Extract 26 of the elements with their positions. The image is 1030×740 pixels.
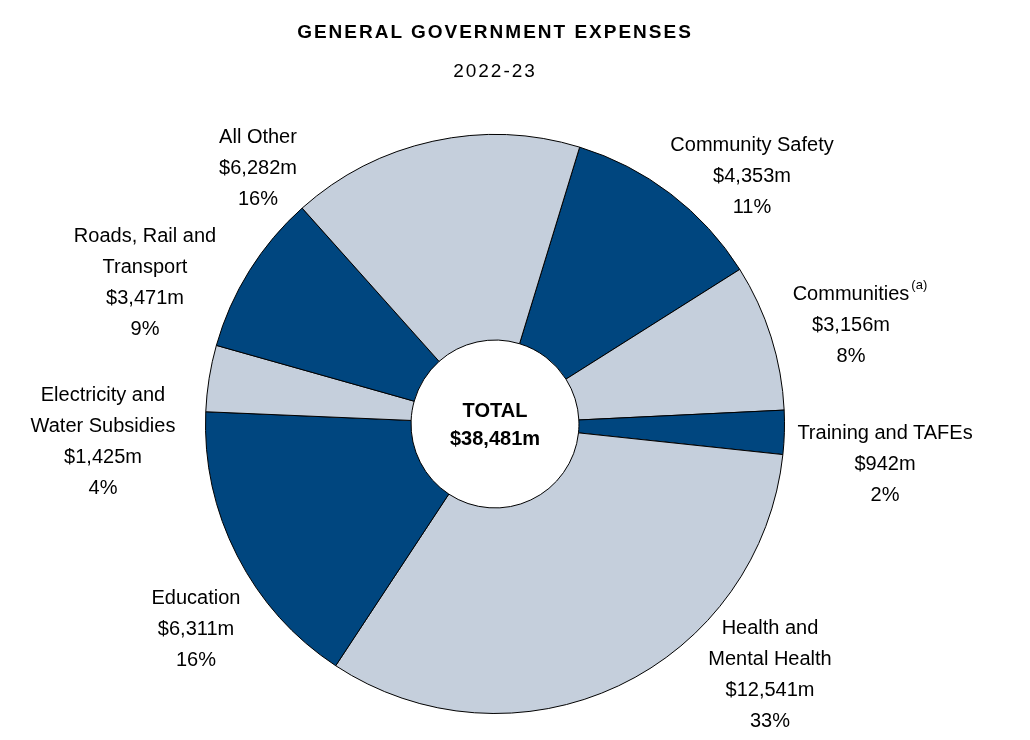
text: 33% (749, 709, 791, 731)
data-label: $1,425m (64, 445, 142, 467)
text: 16% (175, 648, 217, 670)
slice-label: Roads, Rail and Transport (73, 224, 217, 277)
text: 9% (130, 317, 160, 339)
chart-title: GENERAL GOVERNMENT EXPENSES (297, 21, 693, 42)
data-label: $3,471m (106, 286, 184, 308)
slice-label: All Other (219, 125, 298, 147)
text: 8% (836, 344, 866, 366)
data-label: $4,353m (713, 164, 791, 186)
slice-label: Health and Mental Health (708, 616, 832, 669)
text: TOTAL $38,481m (449, 399, 541, 449)
data-label: $6,282m (219, 156, 297, 178)
text: 4% (88, 476, 118, 498)
chart-subtitle: 2022-23 (453, 60, 537, 81)
data-label: $12,541m (725, 678, 815, 700)
text: 2% (870, 483, 900, 505)
text: 11% (732, 195, 772, 217)
slice-label: Education (151, 586, 241, 608)
slice-label: Training and TAFEs (797, 421, 973, 443)
text: 16% (237, 187, 279, 209)
slice-label: Electricity and Water Subsidies (30, 383, 176, 436)
data-label: $942m (854, 452, 916, 474)
slice-label: Community Safety (670, 133, 834, 155)
data-label: $6,311m (157, 617, 235, 639)
data-label: $3,156m (812, 313, 890, 335)
